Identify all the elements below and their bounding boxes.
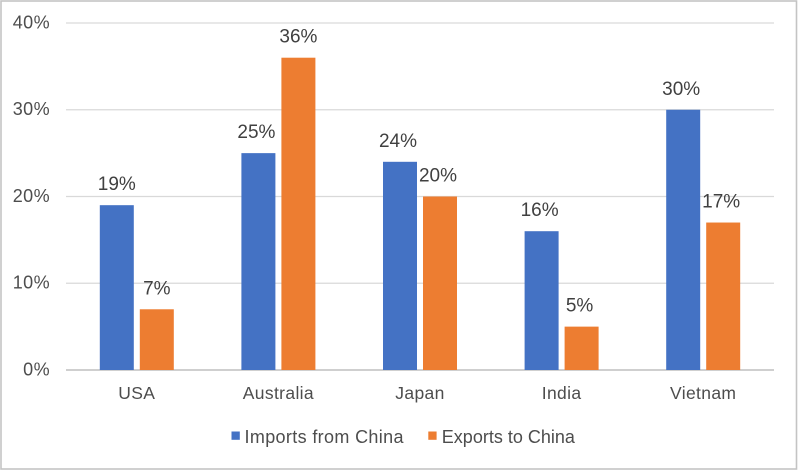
svg-text:India: India [542,383,582,403]
svg-text:10%: 10% [13,273,50,293]
svg-text:20%: 20% [13,186,50,206]
svg-text:0%: 0% [23,360,50,380]
svg-text:40%: 40% [13,13,50,33]
svg-text:36%: 36% [279,27,317,48]
svg-text:25%: 25% [237,122,275,143]
svg-text:Vietnam: Vietnam [670,383,736,403]
svg-text:17%: 17% [702,192,740,213]
svg-text:Japan: Japan [395,383,444,403]
svg-text:16%: 16% [521,200,559,221]
svg-text:19%: 19% [98,174,136,195]
svg-text:Imports from China: Imports from China [245,427,405,447]
svg-text:20%: 20% [419,166,457,187]
svg-text:7%: 7% [143,278,171,299]
svg-text:Exports to China: Exports to China [442,427,576,447]
svg-text:USA: USA [118,383,155,403]
svg-text:24%: 24% [379,131,417,152]
svg-text:30%: 30% [13,99,50,119]
svg-text:30%: 30% [662,79,700,100]
svg-text:5%: 5% [566,296,594,317]
svg-text:Australia: Australia [243,383,314,403]
